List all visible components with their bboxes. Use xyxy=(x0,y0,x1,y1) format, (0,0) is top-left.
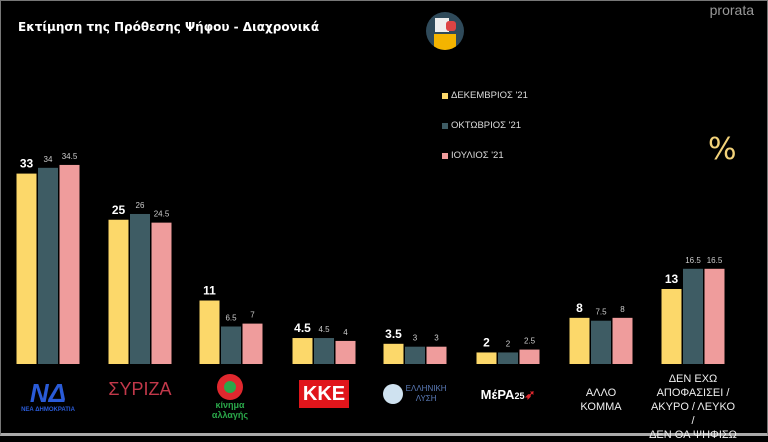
bar xyxy=(199,300,220,364)
bar xyxy=(569,317,590,364)
brand-logo: prorata xyxy=(709,2,754,18)
logo-nd: ΝΔ ΝΕΑ ΔΗΜΟΚΡΑΤΙΑ xyxy=(21,378,75,413)
logo-kinal: κίνημα αλλαγής xyxy=(185,374,275,420)
logo-elliniki-lysi: ΕΛΛΗΝΙΚΗ ΛΥΣΗ xyxy=(370,384,460,404)
bar xyxy=(591,320,611,364)
bar xyxy=(108,219,129,364)
data-label: 13 xyxy=(665,272,679,286)
ballot-icon xyxy=(426,12,464,50)
data-label: 3 xyxy=(413,334,418,343)
chart-title: Εκτίμηση της Πρόθεσης Ψήφου - Διαχρονικά xyxy=(18,20,320,34)
bar xyxy=(519,349,540,364)
legend-swatch xyxy=(442,93,448,99)
logo-kke: ΚΚΕ xyxy=(279,380,369,408)
data-label: 33 xyxy=(20,157,34,171)
bar xyxy=(38,167,58,364)
legend: ΔΕΚΕΜΒΡΙΟΣ '21 ΟΚΤΩΒΡΙΟΣ '21 ΙΟΥΛΙΟΣ '21 xyxy=(442,90,528,180)
label-line: ΑΛΛΟ xyxy=(585,387,617,399)
data-label: 8 xyxy=(620,305,625,314)
data-label: 26 xyxy=(136,201,145,210)
category-label-undecided: ΔΕΝ ΕΧΩ ΑΠΟΦΑΣΙΣΕΙ / ΑΚΥΡΟ / ΛΕΥΚΟ / ΔΕΝ ΘΑ… xyxy=(648,372,738,442)
bar xyxy=(476,352,497,364)
legend-item-dec: ΔΕΚΕΜΒΡΙΟΣ '21 xyxy=(442,90,528,120)
data-label: 3 xyxy=(434,334,439,343)
label-line: ΑΠΟΦΑΣΙΣΕΙ / xyxy=(656,387,730,399)
percent-symbol: % xyxy=(708,132,737,167)
data-label: 34 xyxy=(44,155,53,164)
data-label: 16.5 xyxy=(685,256,701,265)
data-label: 16.5 xyxy=(707,256,723,265)
bar xyxy=(335,340,356,364)
label-line: ΑΚΥΡΟ / ΛΕΥΚΟ / xyxy=(650,401,736,427)
data-label: 4.5 xyxy=(318,325,330,334)
bar xyxy=(683,268,703,364)
label-line: ΔΕΝ ΘΑ ΨΗΦΙΣΩ xyxy=(649,429,737,441)
bar xyxy=(242,323,263,364)
data-label: 34.5 xyxy=(62,152,78,161)
bar xyxy=(405,346,425,364)
bar xyxy=(498,352,518,364)
legend-label: ΔΕΚΕΜΒΡΙΟΣ '21 xyxy=(451,90,528,101)
data-label: 24.5 xyxy=(154,210,170,219)
data-label: 8 xyxy=(576,301,583,315)
bar xyxy=(221,326,241,364)
legend-item-oct: ΟΚΤΩΒΡΙΟΣ '21 xyxy=(442,120,528,150)
data-label: 6.5 xyxy=(225,313,237,322)
bar xyxy=(151,222,172,364)
bar xyxy=(383,343,404,364)
data-label: 4 xyxy=(343,328,348,337)
bar xyxy=(704,268,725,364)
bar xyxy=(314,338,334,364)
logo-mera25: ΜέΡΑ25➶ xyxy=(480,387,536,402)
bar xyxy=(426,346,447,364)
data-label: 2.5 xyxy=(524,337,536,346)
data-label: 11 xyxy=(203,284,216,298)
bar xyxy=(130,213,150,364)
bar xyxy=(59,164,80,364)
data-label: 2 xyxy=(483,335,490,349)
legend-swatch xyxy=(442,153,448,159)
legend-swatch xyxy=(442,123,448,129)
data-label: 7.5 xyxy=(595,308,607,317)
bar xyxy=(612,317,633,364)
data-label: 2 xyxy=(506,339,511,348)
bar xyxy=(292,338,313,364)
logo-syriza: ΣΥΡΙΖΑ xyxy=(108,379,172,399)
label-line: ΔΕΝ ΕΧΩ xyxy=(668,373,718,385)
bar xyxy=(661,288,682,364)
legend-label: ΙΟΥΛΙΟΣ '21 xyxy=(451,150,504,161)
legend-label: ΟΚΤΩΒΡΙΟΣ '21 xyxy=(451,120,522,131)
data-label: 4.5 xyxy=(294,321,311,335)
label-line: ΚΟΜΜΑ xyxy=(580,401,622,413)
data-label: 3.5 xyxy=(385,327,402,341)
data-label: 25 xyxy=(112,203,126,217)
bar xyxy=(16,173,37,364)
legend-item-jul: ΙΟΥΛΙΟΣ '21 xyxy=(442,150,528,180)
category-label-other: ΑΛΛΟ ΚΟΜΜΑ xyxy=(556,386,646,414)
data-label: 7 xyxy=(250,311,255,320)
